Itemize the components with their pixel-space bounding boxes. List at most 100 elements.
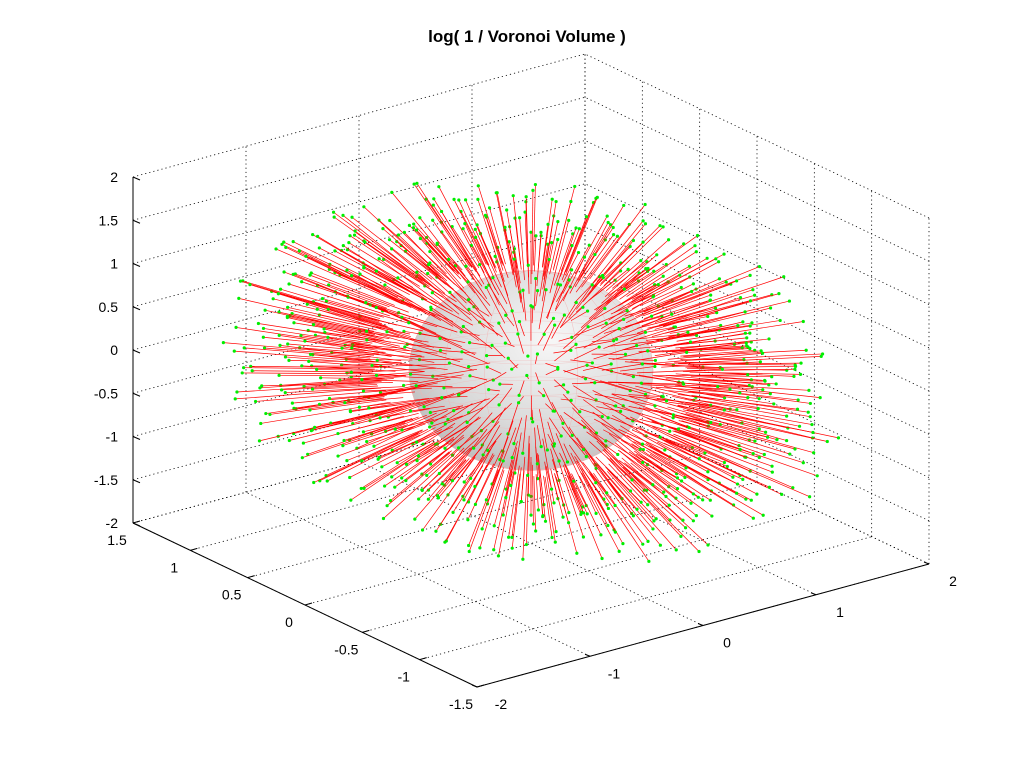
stem-tip <box>641 240 645 244</box>
stem-line <box>561 426 587 457</box>
stem-tip <box>429 308 433 312</box>
stem-line <box>590 381 642 384</box>
stem-line <box>568 475 603 559</box>
stem-tip <box>283 390 287 395</box>
stem-tip <box>442 386 446 390</box>
stem-tip <box>452 409 456 413</box>
stem-tip <box>722 252 726 256</box>
stem-tip <box>276 292 280 296</box>
stem-line <box>518 380 525 396</box>
stem-tip <box>486 448 490 453</box>
stem-tip <box>416 454 421 458</box>
stem-tip <box>646 539 650 543</box>
stem-tip <box>670 312 674 316</box>
stem-tip <box>682 242 686 246</box>
stem-tip <box>585 309 590 313</box>
stem-line <box>363 444 435 489</box>
x-tick <box>584 653 591 657</box>
stem-tip <box>531 188 535 192</box>
stem-tip <box>526 354 530 358</box>
stem-line <box>292 393 394 404</box>
stem-tip <box>311 232 315 237</box>
stem-line <box>416 385 453 388</box>
stem-line <box>447 403 473 420</box>
stem-tip <box>622 287 626 291</box>
stem-tip <box>443 540 447 544</box>
stem-tip <box>443 446 447 450</box>
stem-tip <box>536 508 541 512</box>
stem-tip <box>685 350 689 354</box>
stem-line <box>314 408 407 428</box>
stem-line <box>363 267 438 307</box>
stem-line <box>438 460 472 499</box>
stem-line <box>291 313 374 332</box>
stem-tip <box>836 436 841 440</box>
stem-tip <box>756 407 760 411</box>
stem-line <box>579 408 603 417</box>
stem-line <box>621 439 686 478</box>
stem-tip <box>714 257 718 261</box>
stem-line <box>223 342 375 356</box>
stem-tip <box>674 496 678 500</box>
stem-line <box>432 368 477 377</box>
stem-tip <box>362 205 366 209</box>
stem-tip <box>463 222 467 226</box>
stem-line <box>249 284 387 327</box>
stem-line <box>562 252 579 283</box>
stem-line <box>468 470 500 552</box>
stem-line <box>592 411 644 450</box>
stem-tip <box>600 273 605 278</box>
stem-line <box>565 477 582 515</box>
stem-tip <box>487 388 491 392</box>
stem-line <box>330 409 394 424</box>
stem-line <box>468 362 491 367</box>
stem-line <box>351 275 420 312</box>
stem-tip <box>748 299 753 303</box>
stem-line <box>620 463 709 546</box>
stem-tip <box>534 529 538 533</box>
stem-tip <box>807 388 811 392</box>
stem-tip <box>556 367 560 371</box>
stem-tip <box>719 323 723 328</box>
stem-line <box>238 298 377 331</box>
stem-tip <box>348 234 352 238</box>
stem-line <box>395 418 434 430</box>
stem-tip <box>709 420 713 425</box>
stem-tip <box>562 313 566 317</box>
stem-line <box>645 288 697 310</box>
stem-tip <box>305 302 309 306</box>
stem-tip <box>260 384 264 388</box>
stem-line <box>689 371 801 375</box>
stem-tip <box>436 496 440 500</box>
stem-tip <box>235 390 239 394</box>
stem-line <box>485 287 506 324</box>
stem-tip <box>377 218 381 222</box>
stem-line <box>477 199 505 282</box>
stem-tip <box>430 291 434 295</box>
stem-tip <box>675 476 680 480</box>
stem-tip <box>268 412 272 417</box>
stem-tip <box>621 542 625 546</box>
stem-line <box>475 237 494 277</box>
stem-tip <box>635 343 639 348</box>
stem-line <box>673 416 796 450</box>
stem-line <box>474 454 495 487</box>
stem-line <box>520 470 525 502</box>
stem-tip <box>652 519 656 523</box>
stem-tip <box>370 363 374 368</box>
stem-tip <box>581 511 586 515</box>
stem-line <box>553 379 569 393</box>
stem-line <box>386 452 451 506</box>
stem-line <box>680 423 804 464</box>
stem-line <box>602 449 671 521</box>
stem-tip <box>808 401 812 406</box>
stem-line <box>482 425 501 456</box>
stem-tip <box>585 363 589 367</box>
stem-line <box>531 306 534 324</box>
stem-line <box>688 402 813 425</box>
stem-line <box>505 315 515 327</box>
stem-tip <box>447 257 451 261</box>
stem-line <box>312 411 395 431</box>
stem-line <box>560 414 573 436</box>
